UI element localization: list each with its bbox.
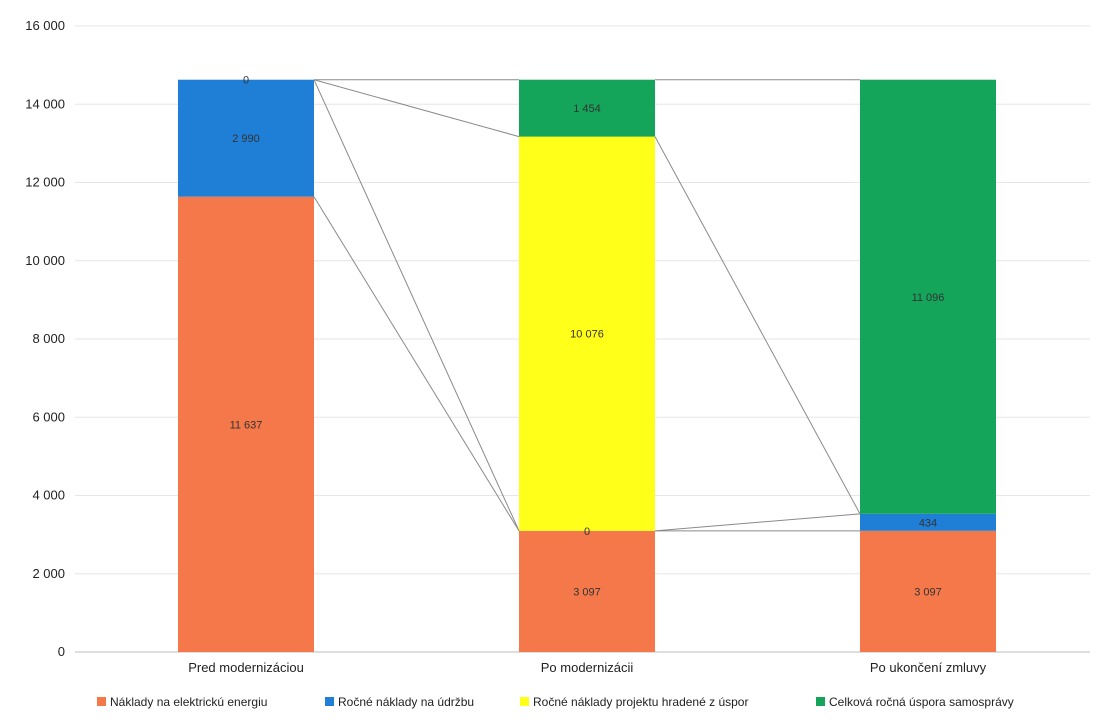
- legend-swatch: [816, 697, 825, 706]
- data-labels: 11 637 2 990 0 3 097 0 10 076 1 454 3 097 434 11 …: [230, 75, 945, 599]
- y-tick-label: 10 000: [25, 253, 65, 268]
- bar-segment: [860, 530, 996, 652]
- data-label: 3 097: [573, 586, 601, 598]
- legend-label: Ročné náklady projektu hradené z úspor: [533, 695, 748, 709]
- data-label: 11 637: [230, 419, 263, 431]
- data-label: 3 097: [914, 586, 942, 598]
- y-tick-label: 12 000: [25, 175, 65, 190]
- y-tick-label: 16 000: [25, 18, 65, 33]
- x-category-label: Po modernizácii: [541, 660, 634, 675]
- legend: Náklady na elektrickú energiu Ročné nákla…: [97, 695, 1014, 709]
- legend-label: Ročné náklady na údržbu: [338, 695, 474, 709]
- bar-segment: [519, 136, 655, 531]
- connector-lines: [313, 79, 861, 532]
- x-axis: Pred modernizáciou Po modernizácii Po ukon…: [188, 660, 986, 675]
- legend-swatch: [520, 697, 529, 706]
- legend-label: Celková ročná úspora samosprávy: [829, 695, 1014, 709]
- legend-label: Náklady na elektrickú energiu: [110, 695, 267, 709]
- y-tick-label: 4 000: [32, 488, 65, 503]
- bar-segment: [519, 79, 655, 137]
- data-label: 434: [919, 517, 937, 529]
- bar-segment: [178, 79, 314, 197]
- x-category-label: Pred modernizáciou: [188, 660, 304, 675]
- y-axis: 0 2 000 4 000 6 000 8 000 10 000 12 000 14 000 1…: [25, 18, 65, 659]
- y-tick-label: 8 000: [32, 331, 65, 346]
- bar-segment: [860, 79, 996, 514]
- connector-line: [313, 196, 520, 532]
- y-tick-label: 14 000: [25, 96, 65, 111]
- bar-segment: [860, 513, 996, 531]
- data-label: 2 990: [232, 133, 260, 145]
- bar-segment: [519, 530, 655, 652]
- connector-line: [654, 513, 861, 532]
- legend-swatch: [325, 697, 334, 706]
- x-category-label: Po ukončení zmluvy: [870, 660, 987, 675]
- connector-line: [313, 79, 520, 532]
- y-tick-label: 0: [58, 644, 65, 659]
- y-tick-label: 2 000: [32, 566, 65, 581]
- connector-line: [654, 136, 861, 515]
- data-label: 1 454: [573, 103, 601, 115]
- connector-line: [313, 79, 520, 138]
- y-tick-label: 6 000: [32, 409, 65, 424]
- legend-swatch: [97, 697, 106, 706]
- data-label: 0: [584, 526, 590, 538]
- bar-segment: [178, 196, 314, 652]
- data-label: 0: [243, 75, 249, 87]
- data-label: 11 096: [912, 292, 945, 304]
- data-label: 10 076: [570, 329, 604, 341]
- bars: [178, 79, 996, 652]
